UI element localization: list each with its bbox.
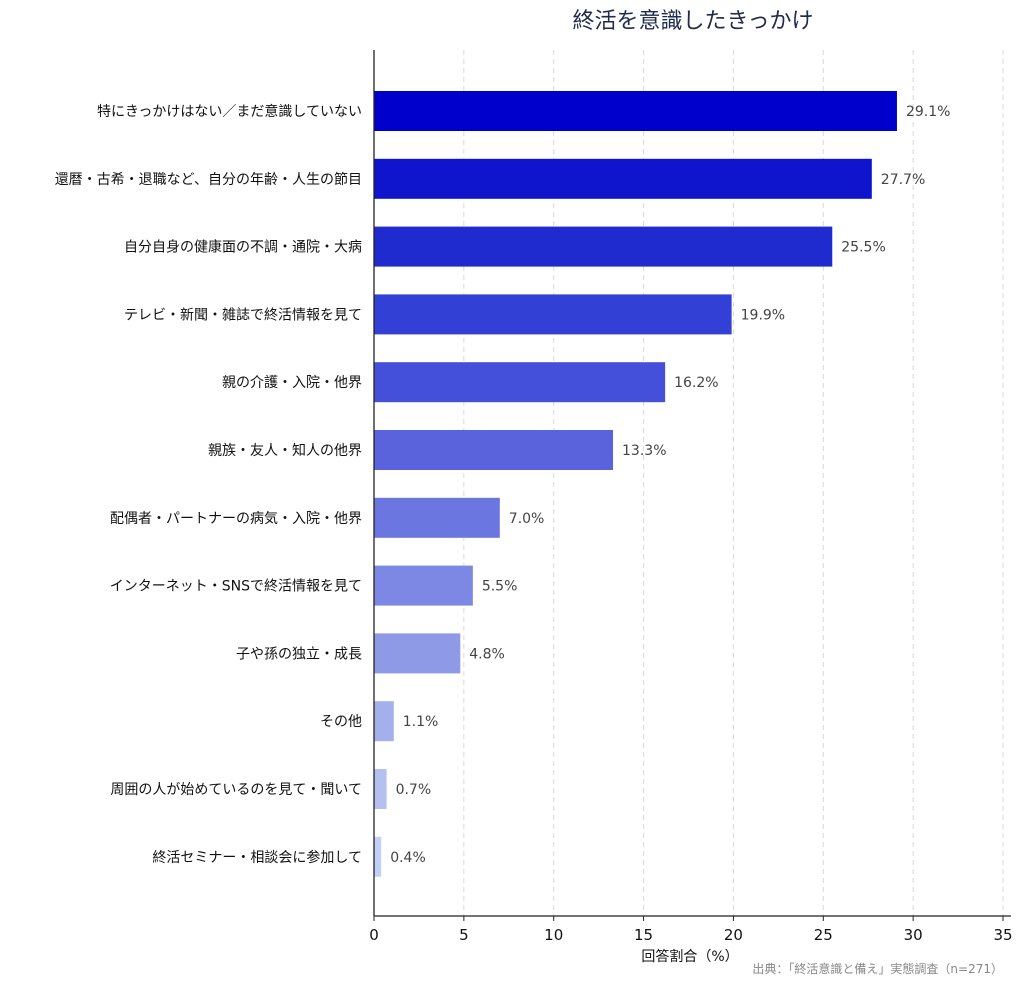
x-tick-label: 25 <box>814 926 833 944</box>
category-label: テレビ・新聞・雑誌で終活情報を見て <box>124 307 362 323</box>
x-tick-label: 0 <box>369 926 379 944</box>
category-label: 配偶者・パートナーの病気・入院・他界 <box>110 511 362 527</box>
value-label: 29.1% <box>906 104 950 120</box>
bar <box>374 362 666 403</box>
value-label: 16.2% <box>674 375 718 391</box>
category-label: 終活セミナー・相談会に参加して <box>152 849 362 866</box>
category-label: その他 <box>320 714 362 730</box>
value-label: 0.4% <box>390 850 426 866</box>
bar <box>374 565 473 606</box>
bar <box>374 158 872 199</box>
bar <box>374 836 382 877</box>
value-label: 0.7% <box>396 782 432 798</box>
value-label: 19.9% <box>741 307 785 323</box>
source-note: 出典：「終活意識と備え」実態調査（n=271） <box>752 961 1003 976</box>
category-label: 自分自身の健康面の不調・通院・大病 <box>124 239 362 256</box>
bar <box>374 91 897 131</box>
category-label: インターネット・SNSで終活情報を見て <box>110 579 362 595</box>
category-label: 還暦・古希・退職など、自分の年齢・人生の節目 <box>55 171 362 188</box>
bars: 特にきっかけはない／まだ意識していない 29.1% 還暦・古希・退職など、自分の年齢… <box>55 91 950 877</box>
bar <box>374 430 614 470</box>
value-label: 25.5% <box>841 240 885 256</box>
bar <box>374 226 833 267</box>
value-label: 5.5% <box>482 579 518 595</box>
x-tick-label: 30 <box>904 926 923 944</box>
x-tick-label: 5 <box>459 926 469 944</box>
bar <box>374 497 500 538</box>
x-tick-label: 35 <box>993 926 1012 944</box>
bar <box>374 633 461 674</box>
value-label: 1.1% <box>403 714 439 730</box>
value-label: 7.0% <box>509 511 545 527</box>
bar <box>374 701 394 742</box>
value-label: 13.3% <box>622 443 666 459</box>
bar <box>374 294 732 335</box>
value-label: 4.8% <box>469 646 505 662</box>
chart-title: 終活を意識したきっかけ <box>572 9 813 34</box>
value-label: 27.7% <box>881 172 925 188</box>
category-label: 特にきっかけはない／まだ意識していない <box>97 103 362 120</box>
axes: 0 5 10 15 20 25 30 35 <box>369 50 1013 944</box>
category-label: 親の介護・入院・他界 <box>222 375 362 391</box>
bar <box>374 769 387 809</box>
x-axis-title: 回答割合（%） <box>641 948 738 965</box>
x-tick-label: 20 <box>724 926 743 944</box>
category-label: 子や孫の独立・成長 <box>236 646 362 662</box>
x-tick-label: 15 <box>634 926 653 944</box>
category-label: 周囲の人が始めているのを見て・聞いて <box>110 782 362 798</box>
category-label: 親族・友人・知人の他界 <box>208 442 362 459</box>
x-tick-label: 10 <box>544 926 563 944</box>
